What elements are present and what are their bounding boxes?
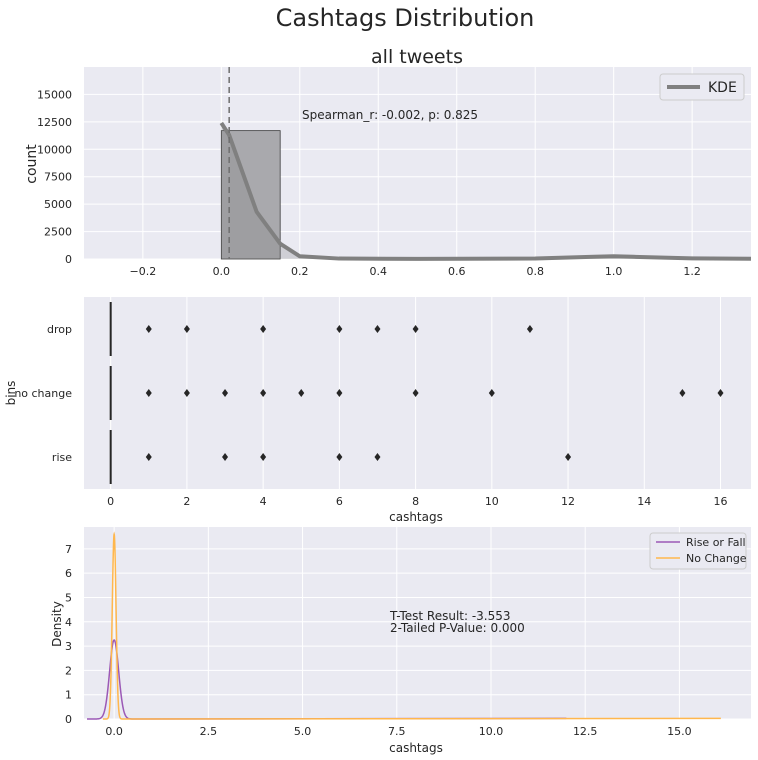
no-change-density-line <box>102 531 721 720</box>
x-tick-label: 15.0 <box>667 725 692 738</box>
x-tick-label: 0.2 <box>291 265 309 278</box>
outlier-marker <box>336 325 343 333</box>
category-label: rise <box>52 451 72 464</box>
legend-label-rise-or-fall: Rise or Fall <box>686 536 746 549</box>
panel2-xlabel: cashtags <box>389 510 443 524</box>
outlier-marker <box>260 389 267 397</box>
outlier-marker <box>336 389 343 397</box>
outlier-marker <box>717 389 724 397</box>
x-tick-label: 4 <box>260 495 267 508</box>
outlier-marker <box>488 389 495 397</box>
density-panel: 0.0 2.5 5.0 7.5 10.0 12.5 15.0 0 1 2 3 4 5 6 7 T-Test R… <box>65 527 751 738</box>
outlier-marker <box>260 325 267 333</box>
category-label: no change <box>14 387 72 400</box>
outlier-marker <box>222 389 229 397</box>
x-tick-label: 0 <box>107 495 114 508</box>
x-tick-label: 0.8 <box>526 265 544 278</box>
outlier-marker <box>145 453 152 461</box>
outlier-marker <box>374 453 381 461</box>
x-tick-label: 6 <box>336 495 343 508</box>
x-tick-label: 2.5 <box>200 725 218 738</box>
outlier-marker <box>565 453 572 461</box>
y-tick-label: 3 <box>65 640 72 653</box>
x-tick-label: −0.2 <box>129 265 156 278</box>
outlier-marker <box>183 389 190 397</box>
panel3-ylabel: Density <box>50 601 64 647</box>
y-tick-label: 1 <box>65 689 72 702</box>
x-tick-label: 0.0 <box>213 265 231 278</box>
y-tick-label: 5 <box>65 591 72 604</box>
outlier-marker <box>145 389 152 397</box>
kde-line <box>219 121 752 261</box>
x-tick-label: 12.5 <box>573 725 598 738</box>
kde-area <box>221 122 751 259</box>
outlier-marker <box>679 389 686 397</box>
y-tick-label: 10000 <box>37 143 72 156</box>
x-tick-label: 0.0 <box>105 725 123 738</box>
legend-label-kde: KDE <box>708 80 737 96</box>
outlier-marker <box>145 325 152 333</box>
panel1-title: all tweets <box>371 46 463 68</box>
panel2-ylabel: bins <box>4 381 18 406</box>
histogram-panel: −0.2 0.0 0.2 0.4 0.6 0.8 1.0 1.2 0 2500 5000 7500 10… <box>37 67 752 278</box>
x-tick-label: 0.6 <box>448 265 466 278</box>
outlier-marker <box>298 389 305 397</box>
y-tick-label: 0 <box>65 713 72 726</box>
pvalue-annotation: 2-Tailed P-Value: 0.000 <box>390 621 525 635</box>
x-tick-label: 16 <box>714 495 728 508</box>
y-tick-label: 15000 <box>37 88 72 101</box>
y-tick-label: 5000 <box>44 198 72 211</box>
y-tick-label: 2500 <box>44 226 72 239</box>
x-tick-label: 10 <box>485 495 499 508</box>
outlier-marker <box>183 325 190 333</box>
x-tick-label: 0.4 <box>370 265 388 278</box>
boxplot-panel: 0 2 4 6 8 10 12 14 16 drop no change rise <box>14 297 751 508</box>
outlier-marker <box>412 325 419 333</box>
plot-background <box>84 67 751 259</box>
spearman-annotation: Spearman_r: -0.002, p: 0.825 <box>302 108 478 122</box>
outlier-marker <box>374 325 381 333</box>
x-tick-label: 12 <box>561 495 575 508</box>
outlier-marker <box>412 389 419 397</box>
x-tick-label: 5.0 <box>294 725 312 738</box>
panel1-ylabel: count <box>24 144 40 184</box>
y-tick-label: 2 <box>65 664 72 677</box>
legend-box <box>659 73 745 101</box>
panel3-xlabel: cashtags <box>389 741 443 755</box>
outlier-marker <box>336 453 343 461</box>
category-label: drop <box>47 323 72 336</box>
x-tick-label: 7.5 <box>388 725 406 738</box>
y-tick-label: 0 <box>65 253 72 266</box>
ttest-result-annotation: T-Test Result: -3.553 <box>389 609 511 623</box>
x-tick-label: 2 <box>183 495 190 508</box>
y-tick-label: 4 <box>65 616 72 629</box>
outlier-marker <box>260 453 267 461</box>
y-tick-label: 6 <box>65 567 72 580</box>
outlier-marker <box>526 325 533 333</box>
legend-label-no-change: No Change <box>686 552 747 565</box>
y-tick-label: 7500 <box>44 171 72 184</box>
figure-suptitle: Cashtags Distribution <box>276 4 535 32</box>
x-tick-label: 10.0 <box>479 725 504 738</box>
x-tick-label: 1.2 <box>683 265 701 278</box>
y-tick-label: 12500 <box>37 116 72 129</box>
x-tick-label: 1.0 <box>605 265 623 278</box>
plot-background <box>84 527 751 719</box>
x-tick-label: 8 <box>412 495 419 508</box>
x-tick-label: 14 <box>637 495 651 508</box>
y-tick-label: 7 <box>65 543 72 556</box>
outlier-marker <box>222 453 229 461</box>
